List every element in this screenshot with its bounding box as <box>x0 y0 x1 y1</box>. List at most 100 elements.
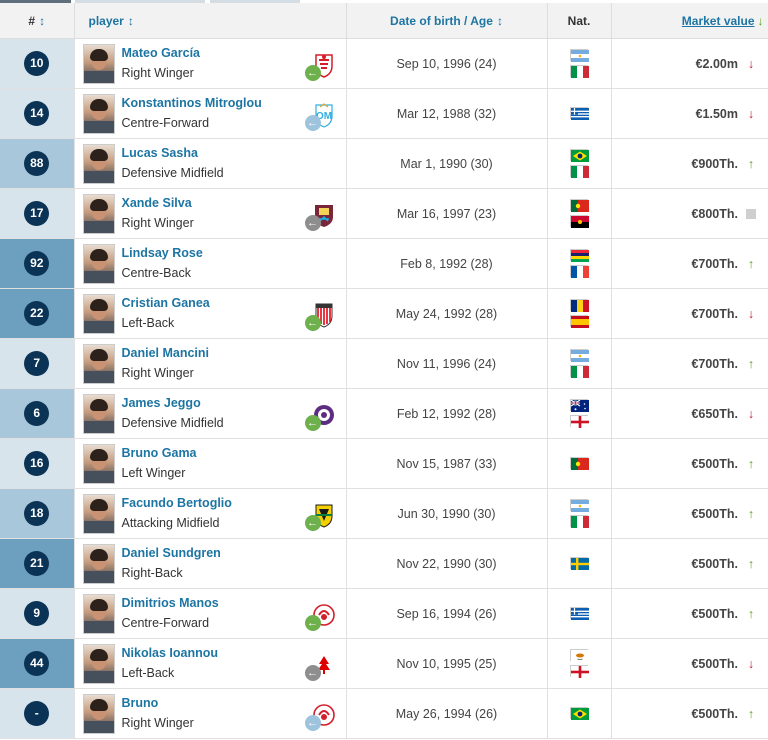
player-name-link[interactable]: Lucas Sasha <box>121 146 198 160</box>
player-name-link[interactable]: Konstantinos Mitroglou <box>121 96 262 110</box>
table-row[interactable]: 44 Nikolas Ioannou Left-Back ← Nov 10, 1995 … <box>0 638 768 689</box>
player-photo[interactable] <box>82 344 115 384</box>
market-value-link[interactable]: €800Th. <box>691 206 738 221</box>
player-name-link[interactable]: Nikolas Ioannou <box>121 646 219 660</box>
player-position: Right Winger <box>121 216 194 230</box>
value-down-icon: ↓ <box>747 306 755 321</box>
player-name-link[interactable]: Facundo Bertoglio <box>121 496 232 510</box>
market-value-link[interactable]: €700Th. <box>691 306 738 321</box>
market-value-link[interactable]: €2.00m <box>695 56 738 71</box>
sort-arrows-icon: ↕ <box>127 13 134 28</box>
player-name-link[interactable]: Bruno <box>121 696 159 710</box>
player-photo[interactable] <box>82 494 115 534</box>
loan-arrow-icon[interactable]: ← <box>304 665 321 681</box>
shirt-number-cell: 10 <box>0 38 75 89</box>
player-name-link[interactable]: Cristian Ganea <box>121 296 210 310</box>
england-flag-icon <box>570 664 589 678</box>
sort-by-market-value[interactable]: Market value ↓ <box>611 3 768 39</box>
loan-arrow-icon[interactable]: ← <box>304 415 321 431</box>
player-name-link[interactable]: Daniel Mancini <box>121 346 210 360</box>
player-name-link[interactable]: Lindsay Rose <box>121 246 203 260</box>
player-name-link[interactable]: James Jeggo <box>121 396 201 410</box>
table-row[interactable]: 9 Dimitrios Manos Centre-Forward ← Sep 16, 1… <box>0 588 768 639</box>
sort-arrows-icon: ↕ <box>496 13 503 28</box>
number-header-label: # <box>28 13 36 28</box>
player-position: Centre-Forward <box>121 116 210 130</box>
shirt-number-cell: 7 <box>0 338 75 389</box>
squad-table: # ↕ player ↕ Date of birth / Age ↕ Nat. Mar… <box>0 3 768 739</box>
loan-arrow-icon[interactable]: ← <box>304 715 321 731</box>
table-row[interactable]: 22 Cristian Ganea Left-Back ← May 24, 1992 (… <box>0 288 768 339</box>
loan-arrow-icon[interactable]: ← <box>304 615 321 631</box>
shirt-number-badge: 88 <box>24 151 50 176</box>
loan-arrow-icon[interactable]: ← <box>304 215 321 231</box>
player-photo[interactable] <box>82 544 115 584</box>
market-value-link[interactable]: €500Th. <box>691 706 738 721</box>
player-photo[interactable] <box>82 294 115 334</box>
table-row[interactable]: - Bruno Right Winger ← May 26, 1994 (26) €500… <box>0 688 768 739</box>
loan-arrow-icon[interactable]: ← <box>304 515 321 531</box>
player-photo[interactable] <box>82 94 115 134</box>
table-row[interactable]: 18 Facundo Bertoglio Attacking Midfield ← Ju… <box>0 488 768 539</box>
market-value-link[interactable]: €700Th. <box>691 256 738 271</box>
player-photo[interactable] <box>82 394 115 434</box>
market-value-link[interactable]: €500Th. <box>691 506 738 521</box>
table-row[interactable]: 17 Xande Silva Right Winger ← Mar 16, 1997 (… <box>0 188 768 239</box>
tab-indicator-active <box>0 0 71 3</box>
player-position: Centre-Back <box>121 266 191 280</box>
shirt-number-badge: 22 <box>24 301 50 326</box>
market-value-link[interactable]: €500Th. <box>691 456 738 471</box>
sort-by-player[interactable]: player ↕ <box>74 3 347 39</box>
value-up-icon: ↑ <box>747 706 755 721</box>
market-value-link[interactable]: €1.50m <box>695 106 738 121</box>
table-row[interactable]: 21 Daniel Sundgren Right-Back Nov 22, 1990 … <box>0 538 768 589</box>
table-row[interactable]: 88 Lucas Sasha Defensive Midfield Mar 1, 19… <box>0 138 768 189</box>
market-value-link[interactable]: €650Th. <box>691 406 738 421</box>
player-position: Left-Back <box>121 316 175 330</box>
player-name-link[interactable]: Bruno Gama <box>121 446 197 460</box>
market-value-link[interactable]: €500Th. <box>691 606 738 621</box>
player-name-link[interactable]: Mateo García <box>121 46 201 60</box>
player-cell: Lucas Sasha Defensive Midfield <box>74 138 347 189</box>
table-row[interactable]: 7 Daniel Mancini Right Winger Nov 11, 1996 … <box>0 338 768 389</box>
player-photo[interactable] <box>82 244 115 284</box>
player-name-link[interactable]: Xande Silva <box>121 196 192 210</box>
player-photo[interactable] <box>82 594 115 634</box>
mauritius-flag-icon <box>570 248 589 262</box>
table-row[interactable]: 10 Mateo García Right Winger ← Sep 10, 1996 … <box>0 38 768 89</box>
player-cell: James Jeggo Defensive Midfield ← <box>74 388 347 439</box>
tab-indicator <box>210 0 300 3</box>
loan-arrow-icon[interactable]: ← <box>304 315 321 331</box>
player-photo[interactable] <box>82 444 115 484</box>
market-value-cell: €500Th. ↑ <box>611 688 768 739</box>
player-photo[interactable] <box>82 144 115 184</box>
market-value-link[interactable]: €500Th. <box>691 556 738 571</box>
player-photo[interactable] <box>82 644 115 684</box>
player-photo[interactable] <box>82 44 115 84</box>
player-photo[interactable] <box>82 194 115 234</box>
portugal-flag-icon <box>570 198 589 212</box>
sort-by-dob[interactable]: Date of birth / Age ↕ <box>346 3 548 39</box>
player-photo[interactable] <box>82 694 115 734</box>
date-of-birth-cell: Nov 22, 1990 (30) <box>346 538 548 589</box>
market-value-link[interactable]: €900Th. <box>691 156 738 171</box>
date-of-birth-cell: Nov 10, 1995 (25) <box>346 638 548 689</box>
table-row[interactable]: 14 Konstantinos Mitroglou Centre-Forward OM… <box>0 88 768 139</box>
player-name-link[interactable]: Daniel Sundgren <box>121 546 221 560</box>
market-value-link[interactable]: €700Th. <box>691 356 738 371</box>
value-unchanged-icon <box>744 207 758 221</box>
nationality-header: Nat. <box>547 3 612 39</box>
table-row[interactable]: 16 Bruno Gama Left Winger Nov 15, 1987 (33)… <box>0 438 768 489</box>
player-cell: Daniel Mancini Right Winger <box>74 338 347 389</box>
loan-arrow-icon[interactable]: ← <box>304 115 321 131</box>
market-value-link[interactable]: €500Th. <box>691 656 738 671</box>
shirt-number-cell: 17 <box>0 188 75 239</box>
date-of-birth-cell: Feb 8, 1992 (28) <box>346 238 548 289</box>
player-name-link[interactable]: Dimitrios Manos <box>121 596 219 610</box>
sort-by-number[interactable]: # ↕ <box>0 3 75 39</box>
table-row[interactable]: 6 James Jeggo Defensive Midfield ← Feb 12, 1… <box>0 388 768 439</box>
loan-arrow-icon[interactable]: ← <box>304 65 321 81</box>
market-value-cell: €900Th. ↑ <box>611 138 768 189</box>
table-row[interactable]: 92 Lindsay Rose Centre-Back Feb 8, 1992 (28… <box>0 238 768 289</box>
market-value-cell: €700Th. ↓ <box>611 288 768 339</box>
